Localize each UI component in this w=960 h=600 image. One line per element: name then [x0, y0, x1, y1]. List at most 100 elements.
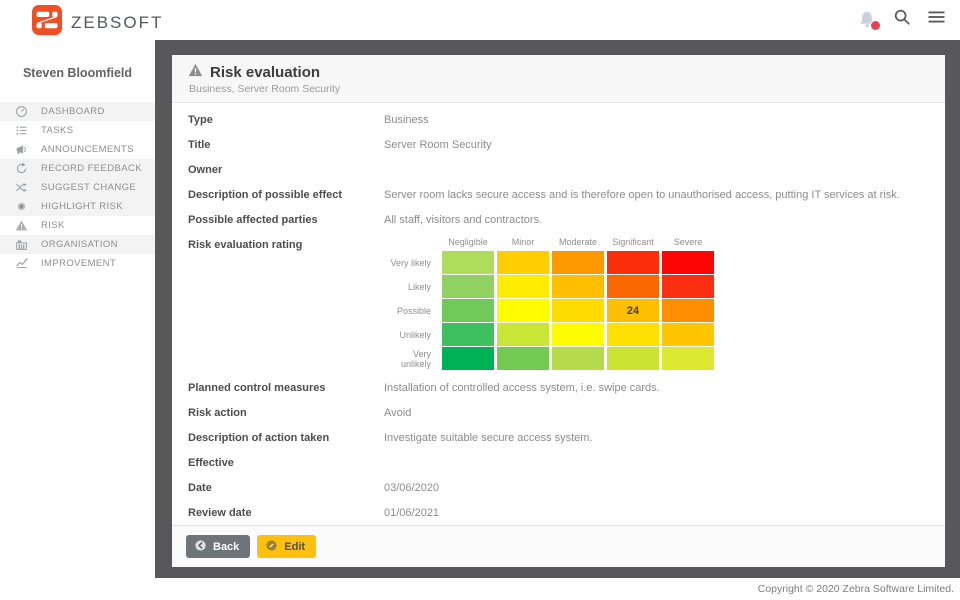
- matrix-column-header: Negligible: [448, 237, 488, 247]
- matrix-cell-possible-minor[interactable]: [497, 299, 549, 322]
- field-row: Risk evaluation rating Negligible Minor Mod…: [188, 233, 929, 376]
- field-row: Effective: [188, 451, 929, 476]
- matrix-cell-very-likely-minor[interactable]: [497, 251, 549, 274]
- matrix-cell-unlikely-significant[interactable]: [607, 323, 659, 346]
- sidebar-item-label: DASHBOARD: [41, 106, 105, 117]
- field-label: Description of action taken: [188, 432, 330, 444]
- field-row: Type Business: [188, 108, 929, 133]
- risk-matrix-container: Negligible Minor Moderate Significant Severe…: [384, 237, 929, 370]
- matrix-cell-very-unlikely-severe[interactable]: [662, 347, 714, 370]
- copyright-text: Copyright © 2020 Zebra Software Limited.: [757, 583, 954, 595]
- user-name: Steven Bloomfield: [22, 66, 133, 80]
- content-frame: Risk evaluation Business, Server Room Se…: [155, 40, 960, 578]
- field-value: All staff, visitors and contractors.: [384, 214, 543, 226]
- sidebar-item-highlight-risk[interactable]: HIGHLIGHT RISK: [0, 197, 155, 216]
- field-label: Date: [188, 482, 212, 494]
- field-row: Title Server Room Security: [188, 133, 929, 158]
- sidebar-item-organisation[interactable]: ORGANISATION: [0, 235, 155, 254]
- field-label: Title: [188, 139, 211, 151]
- matrix-cell-very-unlikely-significant[interactable]: [607, 347, 659, 370]
- matrix-cell-very-likely-negligible[interactable]: [442, 251, 494, 274]
- matrix-row-header: Unlikely: [399, 329, 431, 340]
- sidebar-item-improvement[interactable]: IMPROVEMENT: [0, 254, 155, 273]
- matrix-cell-very-unlikely-minor[interactable]: [497, 347, 549, 370]
- sidebar-item-label: IMPROVEMENT: [41, 258, 117, 269]
- detail-fields: Type Business Title Server Room Security Own…: [172, 103, 945, 525]
- panel-footer: Back Edit: [172, 525, 945, 567]
- matrix-cell-likely-significant[interactable]: [607, 275, 659, 298]
- gauge-icon: [15, 105, 29, 119]
- sidebar: Steven Bloomfield DASHBOARD TASKS ANNOUNCE…: [0, 40, 155, 600]
- field-value: Investigate suitable secure access syste…: [384, 432, 593, 444]
- sidebar-item-announcements[interactable]: ANNOUNCEMENTS: [0, 140, 155, 159]
- zebsoft-logo-icon: [32, 5, 62, 40]
- menu-icon[interactable]: [927, 9, 946, 30]
- sidebar-item-tasks[interactable]: TASKS: [0, 121, 155, 140]
- back-button[interactable]: Back: [186, 535, 251, 558]
- matrix-cell-likely-moderate[interactable]: [552, 275, 604, 298]
- risk-score: 24: [626, 304, 640, 317]
- button-label: Back: [213, 540, 240, 553]
- sidebar-item-suggest-change[interactable]: SUGGEST CHANGE: [0, 178, 155, 197]
- matrix-cell-possible-moderate[interactable]: [552, 299, 604, 322]
- matrix-cell-unlikely-minor[interactable]: [497, 323, 549, 346]
- megaphone-icon: [15, 143, 29, 157]
- panel-header: Risk evaluation Business, Server Room Se…: [172, 55, 945, 103]
- field-value: 01/06/2021: [384, 507, 440, 519]
- sidebar-item-label: HIGHLIGHT RISK: [41, 201, 123, 212]
- search-icon[interactable]: [893, 8, 911, 31]
- warning-triangle-icon: [188, 63, 203, 81]
- field-row: Review date 01/06/2021: [188, 501, 929, 525]
- matrix-row-header: Very likely: [390, 257, 431, 268]
- sidebar-item-label: RECORD FEEDBACK: [41, 163, 143, 174]
- field-row: Possible affected parties All staff, visi…: [188, 208, 929, 233]
- sidebar-item-label: RISK: [41, 220, 65, 231]
- matrix-cell-possible-severe[interactable]: [662, 299, 714, 322]
- matrix-cell-possible-significant[interactable]: 24: [607, 299, 659, 322]
- page-subtitle: Business, Server Room Security: [189, 83, 341, 95]
- sidebar-menu: DASHBOARD TASKS ANNOUNCEMENTS RECORD FEEDBA…: [0, 102, 155, 273]
- matrix-cell-likely-severe[interactable]: [662, 275, 714, 298]
- field-row: Description of possible effect Server roo…: [188, 183, 929, 208]
- field-value: 03/06/2020: [384, 482, 440, 494]
- sidebar-item-label: ANNOUNCEMENTS: [41, 144, 134, 155]
- field-label: Type: [188, 114, 213, 126]
- matrix-cell-likely-minor[interactable]: [497, 275, 549, 298]
- brand[interactable]: ZEBSOFT: [32, 5, 163, 40]
- matrix-cell-unlikely-moderate[interactable]: [552, 323, 604, 346]
- matrix-row-header: Very unlikely: [400, 348, 431, 369]
- arrow-left-circle-icon: [194, 539, 207, 555]
- field-label: Description of possible effect: [188, 189, 343, 201]
- field-row: Date 03/06/2020: [188, 476, 929, 501]
- matrix-cell-unlikely-severe[interactable]: [662, 323, 714, 346]
- field-label: Possible affected parties: [188, 214, 318, 226]
- edit-circle-icon: [265, 539, 278, 555]
- field-value: Avoid: [384, 407, 412, 419]
- matrix-cell-likely-negligible[interactable]: [442, 275, 494, 298]
- field-row: Description of action taken Investigate s…: [188, 426, 929, 451]
- field-label: Owner: [188, 164, 223, 176]
- field-label: Risk action: [188, 407, 247, 419]
- notification-badge: [870, 19, 881, 31]
- sidebar-item-dashboard[interactable]: DASHBOARD: [0, 102, 155, 121]
- matrix-cell-very-unlikely-moderate[interactable]: [552, 347, 604, 370]
- matrix-cell-very-unlikely-negligible[interactable]: [442, 347, 494, 370]
- matrix-cell-very-likely-moderate[interactable]: [552, 251, 604, 274]
- top-bar: ZEBSOFT: [0, 0, 960, 40]
- matrix-row-header: Possible: [396, 305, 431, 316]
- matrix-cell-very-likely-severe[interactable]: [662, 251, 714, 274]
- field-value: Installation of controlled access system…: [384, 382, 660, 394]
- sidebar-item-risk[interactable]: RISK: [0, 216, 155, 235]
- matrix-cell-possible-negligible[interactable]: [442, 299, 494, 322]
- sidebar-item-record-feedback[interactable]: RECORD FEEDBACK: [0, 159, 155, 178]
- matrix-column-header: Severe: [673, 237, 703, 247]
- notifications-bell-icon[interactable]: [857, 9, 881, 31]
- field-label: Effective: [188, 457, 234, 469]
- risk-evaluation-panel: Risk evaluation Business, Server Room Se…: [172, 55, 945, 567]
- matrix-cell-very-likely-significant[interactable]: [607, 251, 659, 274]
- field-label: Review date: [188, 507, 252, 519]
- field-value: Server room lacks secure access and is t…: [384, 189, 900, 201]
- matrix-cell-unlikely-negligible[interactable]: [442, 323, 494, 346]
- edit-button[interactable]: Edit: [257, 535, 317, 558]
- warning-icon: [15, 219, 29, 233]
